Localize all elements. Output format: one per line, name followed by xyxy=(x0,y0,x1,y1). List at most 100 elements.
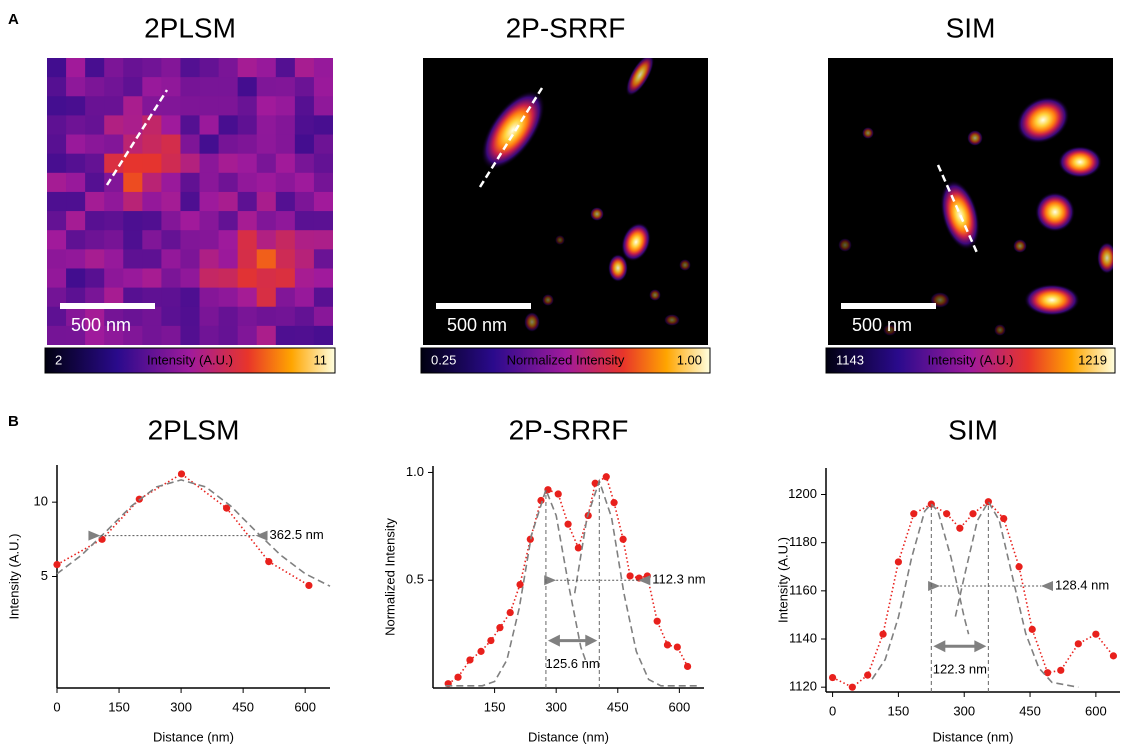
x-tick-label: 450 xyxy=(232,699,254,714)
x-tick-label: 600 xyxy=(669,699,691,714)
pixel xyxy=(237,77,258,97)
pixel xyxy=(66,96,86,116)
profile-line xyxy=(832,500,1115,689)
arrowhead xyxy=(1041,581,1054,592)
pixel xyxy=(275,115,296,136)
data-point xyxy=(177,470,186,478)
colorbar-max: 1219 xyxy=(1078,352,1107,367)
pixel xyxy=(199,96,220,116)
pixel xyxy=(294,153,315,174)
pixel xyxy=(104,172,124,193)
pixel xyxy=(142,306,162,327)
colorbar-min: 0.25 xyxy=(431,352,456,367)
pixel xyxy=(104,306,124,327)
pixel xyxy=(218,58,239,78)
colorbar-label: Intensity (A.U.) xyxy=(147,352,233,367)
pixel xyxy=(180,325,201,345)
pixel xyxy=(275,172,296,193)
pixel xyxy=(294,325,315,345)
panel-label: A xyxy=(8,11,19,28)
data-point xyxy=(1028,625,1036,633)
pixel xyxy=(275,191,296,212)
pixel xyxy=(237,58,258,78)
pixel xyxy=(47,287,67,308)
pixel xyxy=(256,287,277,308)
pixel xyxy=(142,191,162,212)
arrowhead xyxy=(547,634,560,647)
data-point xyxy=(1043,669,1052,677)
pixel xyxy=(313,115,333,136)
colorbar-label: Intensity (A.U.) xyxy=(928,352,1014,367)
pixel xyxy=(180,230,201,250)
data-point xyxy=(894,558,903,566)
pixel xyxy=(199,153,220,174)
pixel xyxy=(275,134,296,155)
pixel xyxy=(275,211,296,231)
pixel xyxy=(161,325,181,345)
pixel xyxy=(123,306,143,327)
pixel xyxy=(237,230,258,250)
micrograph xyxy=(423,58,708,345)
pixel xyxy=(66,230,86,250)
y-tick-label: 5 xyxy=(41,568,48,583)
pixel xyxy=(218,96,239,116)
pixel xyxy=(66,58,86,78)
pixel xyxy=(275,58,296,78)
pixel xyxy=(161,96,181,116)
blob xyxy=(679,259,691,271)
pixel xyxy=(161,115,181,136)
pixel xyxy=(180,115,201,136)
profile-line xyxy=(447,475,689,685)
pixel xyxy=(85,134,105,155)
chart-title: 2PLSM xyxy=(148,414,240,445)
scale-bar-label: 500 nm xyxy=(71,315,131,335)
pixel xyxy=(275,306,296,327)
pixel xyxy=(218,172,239,193)
blob xyxy=(1024,284,1080,316)
pixel xyxy=(104,211,124,231)
pixel xyxy=(161,230,181,250)
pixel xyxy=(313,191,333,212)
pixel xyxy=(180,191,201,212)
x-tick-label: 300 xyxy=(545,699,567,714)
pixel xyxy=(85,115,105,136)
pixel xyxy=(237,134,258,155)
x-tick-label: 150 xyxy=(108,699,130,714)
pixel xyxy=(218,191,239,212)
pixel xyxy=(294,287,315,308)
blob xyxy=(621,222,651,262)
pixel xyxy=(161,134,181,155)
data-point xyxy=(602,473,610,481)
pixel xyxy=(123,96,143,116)
pixel xyxy=(161,211,181,231)
pixel xyxy=(104,153,124,174)
pixel xyxy=(275,268,296,289)
background xyxy=(423,58,708,345)
data-point xyxy=(879,630,887,638)
pixel xyxy=(313,249,333,269)
blob xyxy=(664,314,680,326)
pixel xyxy=(199,134,220,155)
data-point xyxy=(591,479,599,487)
pixel xyxy=(218,249,239,269)
pixel xyxy=(85,96,105,116)
pixel xyxy=(275,287,296,308)
x-tick-label: 450 xyxy=(607,699,629,714)
pixel xyxy=(161,77,181,97)
data-point xyxy=(1000,514,1008,523)
pixel xyxy=(161,249,181,269)
pixel xyxy=(142,115,162,136)
pixel xyxy=(275,249,296,269)
blob xyxy=(862,127,874,139)
pixel xyxy=(66,325,86,345)
pixel xyxy=(104,230,124,250)
blob xyxy=(590,207,604,221)
pixel xyxy=(199,306,220,327)
image-title: 2P-SRRF xyxy=(506,12,626,43)
pixel xyxy=(275,153,296,174)
data-point xyxy=(1074,640,1082,648)
pixel xyxy=(256,306,277,327)
chart-title: SIM xyxy=(948,414,998,445)
pixel xyxy=(142,153,162,174)
pixel xyxy=(104,191,124,212)
